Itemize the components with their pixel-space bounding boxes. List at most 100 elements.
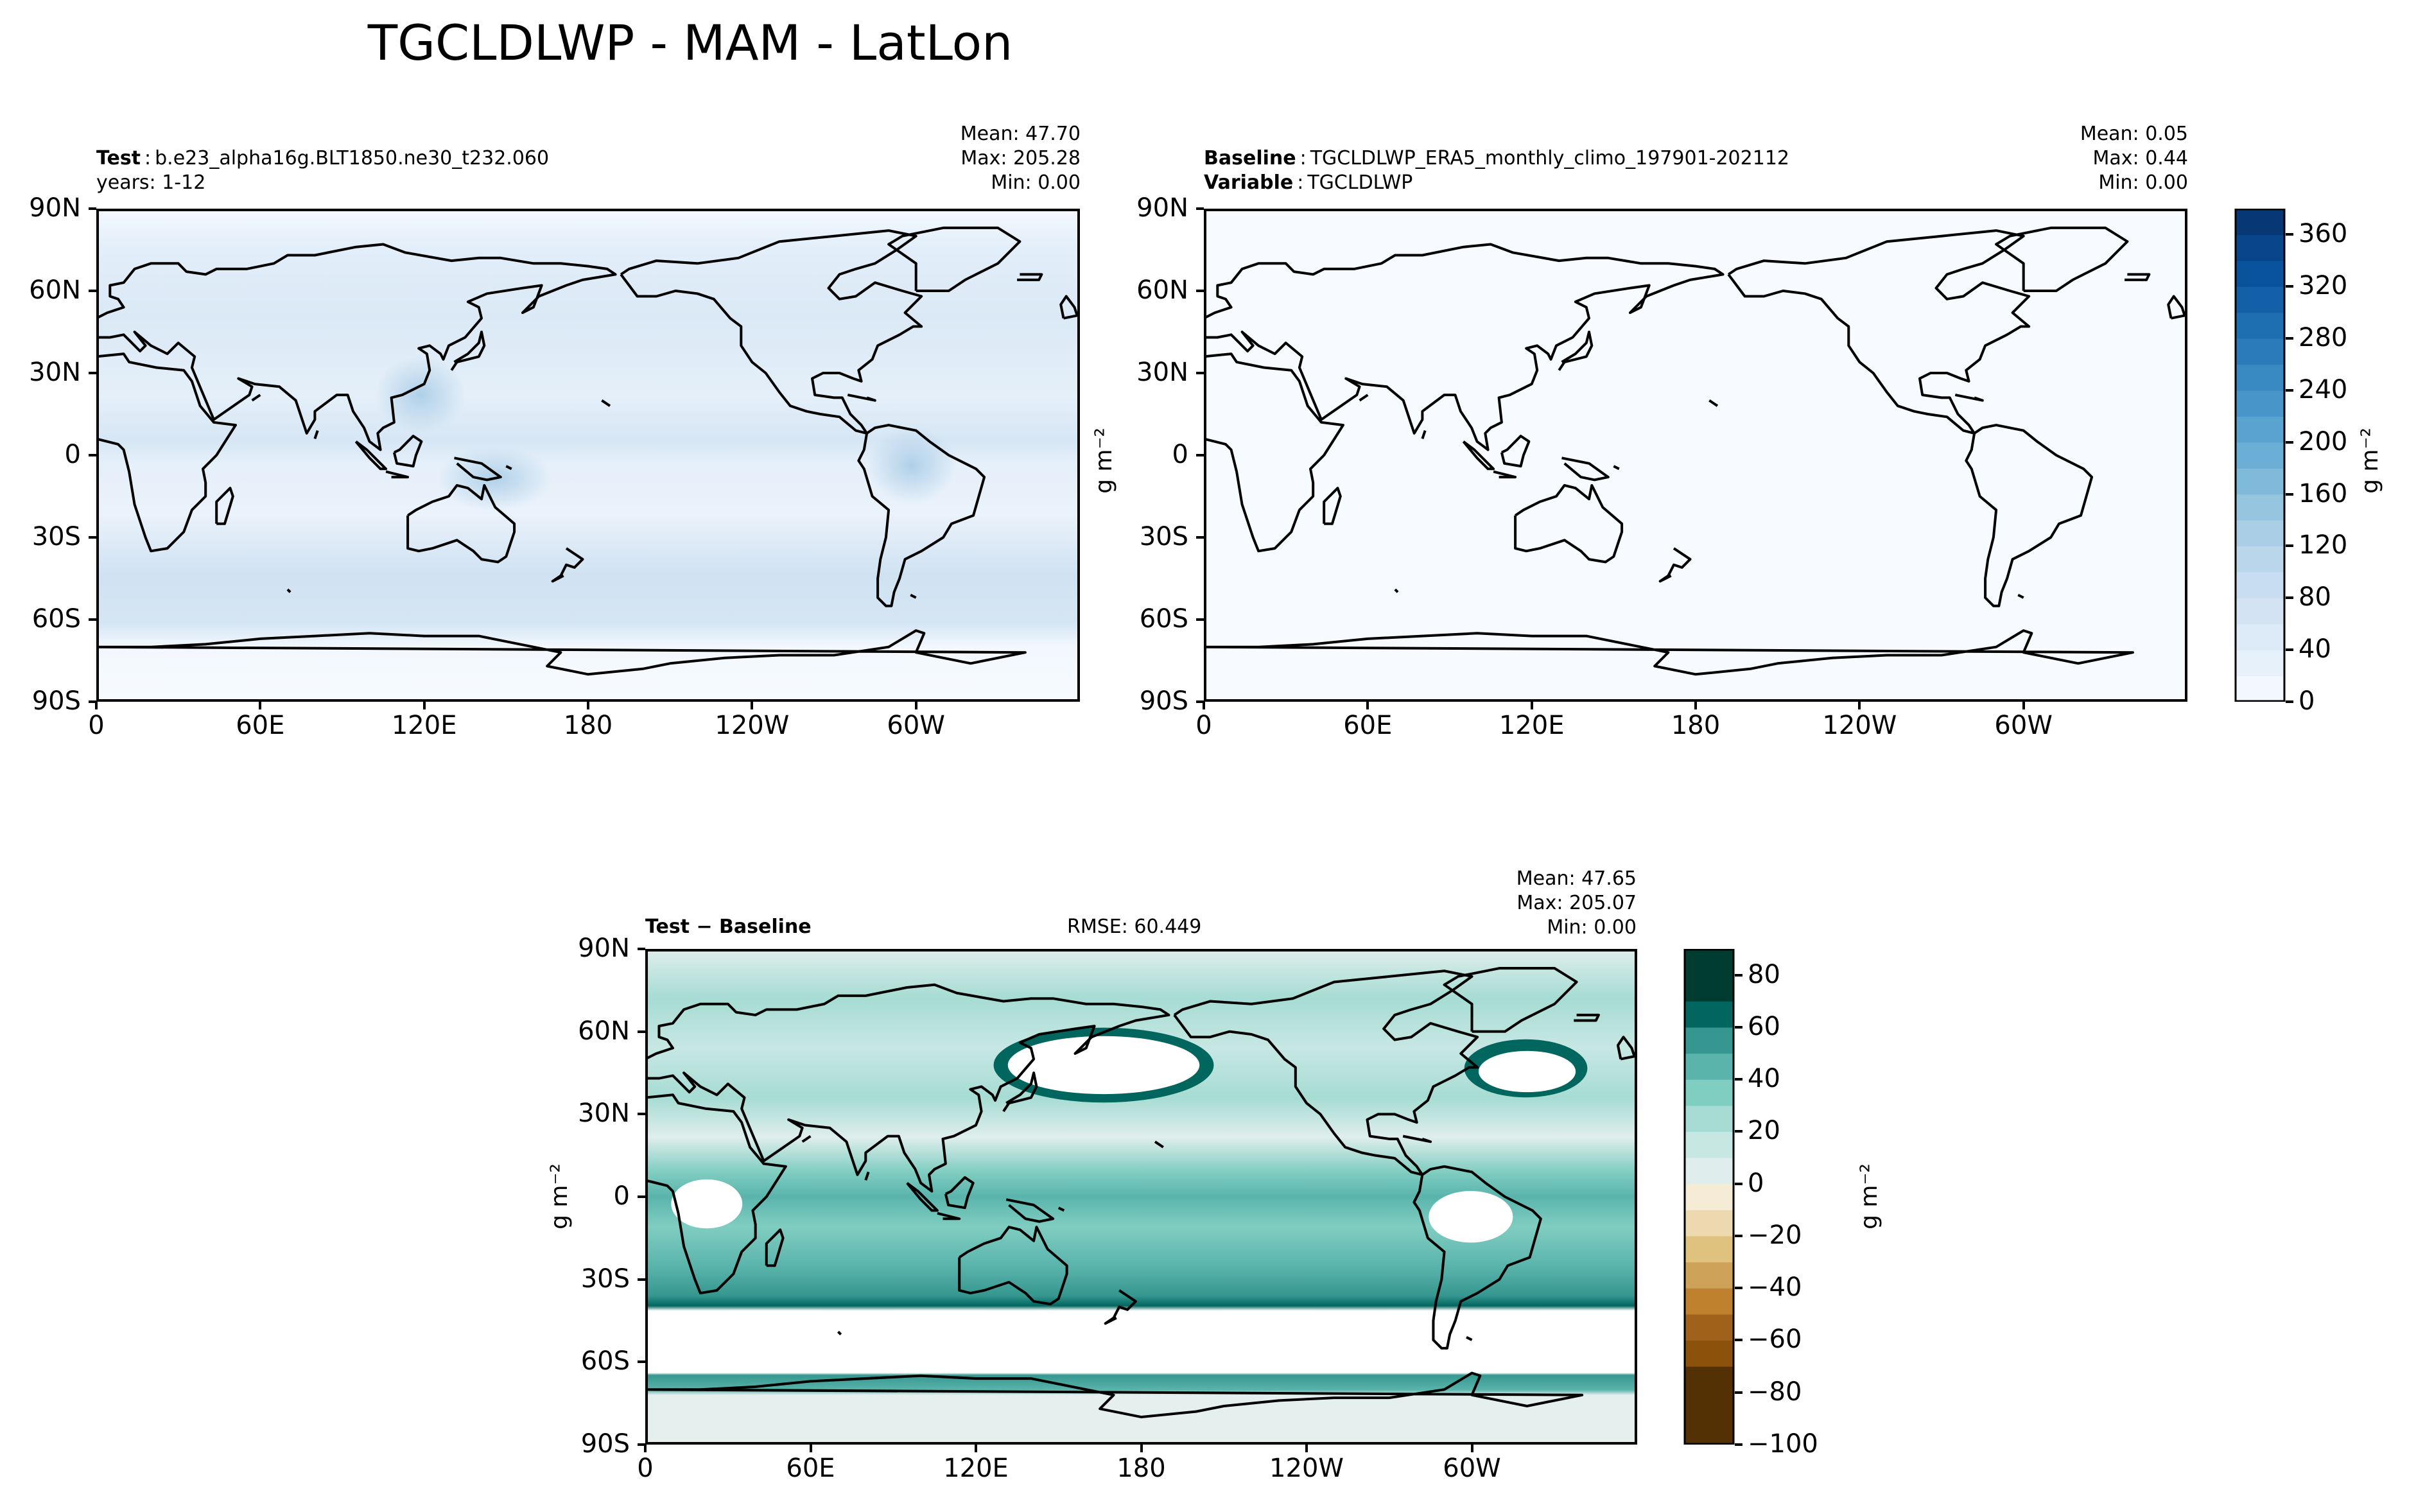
coastline-segment <box>406 483 516 564</box>
test-frame <box>96 209 1080 702</box>
y-tick-mark <box>89 290 96 292</box>
colorbar-tick-label: 360 <box>2299 219 2348 249</box>
x-tick-mark <box>422 702 426 709</box>
coastline-segment <box>392 435 423 468</box>
colorbar-level <box>2236 571 2284 598</box>
test-years: years: 1-12 <box>96 171 206 194</box>
colorbar-tick-label: 80 <box>1748 959 1780 989</box>
colorbar-level <box>1685 1418 1734 1445</box>
x-tick-mark <box>1305 1445 1308 1452</box>
x-tick-mark <box>2022 702 2025 709</box>
colorbar-tick-label: 20 <box>1748 1116 1780 1146</box>
colorbar-tick-mark <box>1735 1443 1742 1446</box>
baseline-ylabel: g m⁻² <box>1090 428 1117 494</box>
colorbar-frame <box>2234 209 2286 702</box>
x-tick-mark <box>587 702 589 709</box>
coastline-segment <box>1462 440 1495 471</box>
colorbar-level <box>2236 209 2284 236</box>
baseline-min: Min: 0.00 <box>2098 171 2188 194</box>
diff-coastlines <box>645 967 1636 1419</box>
diff-npacific-saturated <box>1007 1036 1200 1095</box>
colorbar-tick-label: 280 <box>2299 323 2348 353</box>
colorbar-level <box>1685 1105 1734 1133</box>
coastline-segment <box>1002 1071 1038 1113</box>
figure-title: TGCLDLWP - MAM - LatLon <box>367 14 1013 71</box>
y-tick-mark <box>638 1195 645 1198</box>
x-tick-label: 60E <box>236 711 285 740</box>
y-tick-label: 30N <box>1136 358 1188 387</box>
baseline-map <box>1204 209 2187 702</box>
coastline-segment <box>864 1171 870 1181</box>
colorbar-level <box>2236 312 2284 339</box>
diff-min: Min: 0.00 <box>1547 916 1637 939</box>
colorbar-tick-mark <box>1735 973 1742 977</box>
colorbar-level <box>2236 234 2284 261</box>
colorbar-level <box>1685 1027 1734 1054</box>
coastline-segment <box>505 465 512 471</box>
y-tick-label: 60S <box>580 1346 630 1377</box>
x-tick-mark <box>1366 702 1369 709</box>
diff-rmse: RMSE: 60.449 <box>1067 916 1202 938</box>
x-tick-label: 60E <box>786 1454 835 1483</box>
colorbar-level <box>1685 1314 1734 1341</box>
test-mean: Mean: 47.70 <box>960 123 1081 145</box>
coastline-segment <box>2167 295 2186 320</box>
y-tick-label: 60S <box>31 604 81 634</box>
x-tick-mark <box>1203 702 1205 709</box>
colorbar-tick-mark <box>2286 544 2293 548</box>
main-colorbar <box>2234 209 2286 702</box>
colorbar-level <box>2236 416 2284 443</box>
x-tick-label: 60W <box>1994 711 2053 740</box>
colorbar-level <box>2236 546 2284 573</box>
colorbar-level <box>2236 598 2284 625</box>
coastline-segment <box>313 430 319 440</box>
colorbar-tick-mark <box>1735 1130 1742 1133</box>
colorbar-tick-mark <box>1735 1025 1742 1029</box>
x-tick-mark <box>1858 702 1861 709</box>
coastline-segment <box>215 487 234 525</box>
y-tick-mark <box>1196 372 1204 374</box>
diff-samerica-saturated <box>1429 1190 1513 1243</box>
colorbar-level <box>1685 1131 1734 1158</box>
colorbar-frame <box>1683 949 1735 1445</box>
colorbar-tick-mark <box>1735 1287 1742 1290</box>
coastline-segment <box>645 983 1170 1193</box>
colorbar-tick-mark <box>2286 492 2293 496</box>
colorbar-tick-mark <box>2286 700 2293 703</box>
y-tick-mark <box>1196 536 1204 539</box>
coastline-segment <box>551 547 584 583</box>
colorbar-tick-mark <box>1735 1078 1742 1081</box>
x-tick-label: 120W <box>1269 1454 1344 1483</box>
coastline-segment <box>1402 1134 1432 1143</box>
colorbar-level <box>2236 650 2284 677</box>
colorbar-tick-label: 200 <box>2299 426 2348 456</box>
x-tick-mark <box>259 702 262 709</box>
y-tick-label: 90S <box>1139 686 1188 716</box>
y-tick-label: 90N <box>578 934 630 963</box>
y-tick-label: 60N <box>578 1016 630 1046</box>
test-label-bold: Test <box>96 147 141 169</box>
coastline-segment <box>1057 1206 1065 1212</box>
y-tick-mark <box>638 1360 645 1364</box>
coastline-segment <box>1017 273 1043 281</box>
coastline-segment <box>937 1212 961 1221</box>
colorbar-level <box>1685 1235 1734 1263</box>
coastline-segment <box>1613 465 1620 471</box>
colorbar-tick-label: −80 <box>1748 1377 1802 1407</box>
x-tick-mark <box>1140 1445 1143 1452</box>
colorbar-level <box>1685 1340 1734 1367</box>
diff-frame <box>645 949 1637 1445</box>
colorbar-tick-mark <box>2286 440 2293 444</box>
diff-colorbar-units: g m⁻² <box>1855 1163 1882 1230</box>
test-min: Min: 0.00 <box>991 171 1081 194</box>
colorbar-tick-mark <box>1735 1339 1742 1342</box>
y-tick-label: 60N <box>29 275 81 305</box>
y-tick-label: 0 <box>613 1181 630 1211</box>
y-tick-label: 0 <box>1172 440 1188 469</box>
coastline-segment <box>1104 1289 1137 1325</box>
x-tick-label: 120E <box>391 711 457 740</box>
test-max: Max: 205.28 <box>960 147 1081 169</box>
coastline-segment <box>1394 588 1399 593</box>
baseline-stats: Mean: 0.05 Max: 0.44 Min: 0.00 <box>2080 122 2188 195</box>
coastline-segment <box>1412 1165 1542 1350</box>
